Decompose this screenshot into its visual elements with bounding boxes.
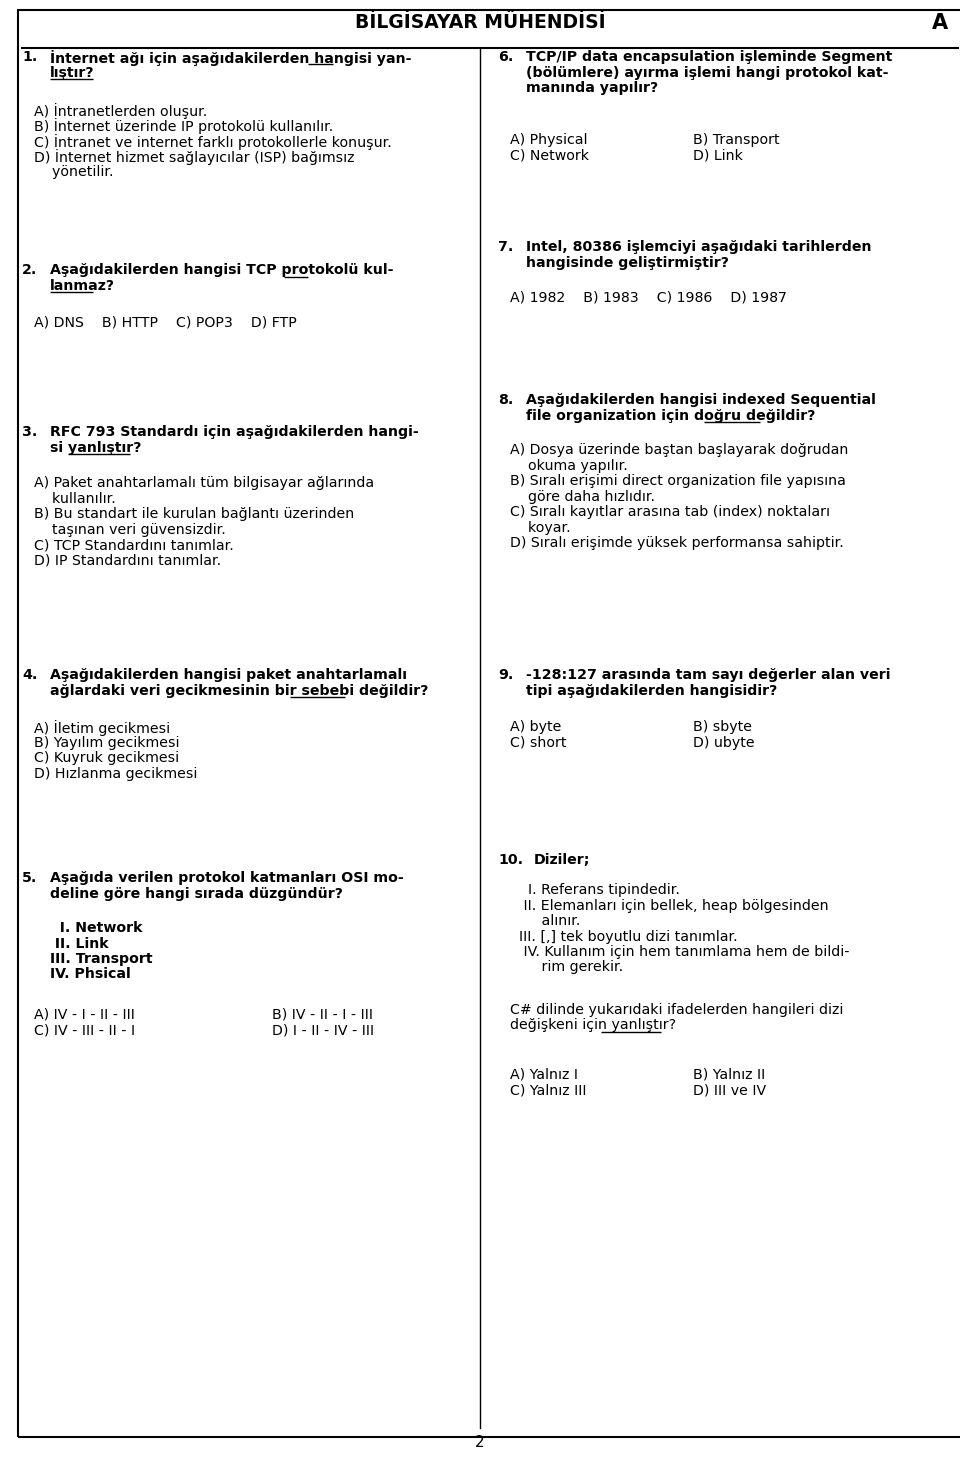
Text: hangisinde geliştirmiştir?: hangisinde geliştirmiştir? [526, 255, 729, 270]
Text: 10.: 10. [498, 853, 523, 868]
Text: B) Transport: B) Transport [693, 133, 780, 147]
Text: B) Yayılım gecikmesi: B) Yayılım gecikmesi [34, 735, 180, 749]
Text: BİLGİSAYAR MÜHENDİSİ: BİLGİSAYAR MÜHENDİSİ [354, 13, 606, 32]
Text: Diziler;: Diziler; [534, 853, 590, 868]
Text: rim gerekir.: rim gerekir. [510, 961, 623, 974]
Text: 2.: 2. [22, 262, 37, 277]
Text: okuma yapılır.: okuma yapılır. [510, 458, 628, 472]
Text: deline göre hangi sırada düzgündür?: deline göre hangi sırada düzgündür? [50, 886, 343, 901]
Text: III. Transport: III. Transport [50, 952, 153, 967]
Text: I. Referans tipindedir.: I. Referans tipindedir. [510, 884, 680, 897]
Text: II. Link: II. Link [50, 936, 108, 951]
Text: I. Network: I. Network [50, 921, 142, 935]
Text: A) Dosya üzerinde baştan başlayarak doğrudan: A) Dosya üzerinde baştan başlayarak doğr… [510, 443, 849, 456]
Text: II. Elemanları için bellek, heap bölgesinden: II. Elemanları için bellek, heap bölgesi… [510, 898, 828, 913]
Text: 3.: 3. [22, 424, 37, 439]
Text: ağlardaki veri gecikmesinin bir sebebi değildir?: ağlardaki veri gecikmesinin bir sebebi d… [50, 684, 428, 697]
Text: manında yapılır?: manında yapılır? [526, 82, 659, 95]
Text: C) İntranet ve internet farklı protokollerle konuşur.: C) İntranet ve internet farklı protokoll… [34, 134, 392, 150]
Text: İnternet ağı için aşağıdakilerden hangisi yan-: İnternet ağı için aşağıdakilerden hangis… [50, 50, 412, 66]
Text: C# dilinde yukarıdaki ifadelerden hangileri dizi: C# dilinde yukarıdaki ifadelerden hangil… [510, 1003, 844, 1018]
Text: 1.: 1. [22, 50, 37, 64]
Text: B) İnternet üzerinde IP protokolü kullanılır.: B) İnternet üzerinde IP protokolü kullan… [34, 118, 333, 134]
Text: Aşağıdakilerden hangisi TCP protokolü kul-: Aşağıdakilerden hangisi TCP protokolü ku… [50, 262, 394, 277]
Text: D) Hızlanma gecikmesi: D) Hızlanma gecikmesi [34, 767, 198, 780]
Text: A: A [932, 13, 948, 34]
Text: 2: 2 [475, 1435, 485, 1451]
Text: A) İletim gecikmesi: A) İletim gecikmesi [34, 720, 170, 736]
Text: D) I - II - IV - III: D) I - II - IV - III [272, 1024, 374, 1038]
Text: A) byte: A) byte [510, 720, 562, 733]
Text: TCP/IP data encapsulation işleminde Segment: TCP/IP data encapsulation işleminde Segm… [526, 50, 893, 64]
Text: C) Sıralı kayıtlar arasına tab (index) noktaları: C) Sıralı kayıtlar arasına tab (index) n… [510, 504, 830, 519]
Text: göre daha hızlıdır.: göre daha hızlıdır. [510, 490, 655, 503]
Text: Aşağıda verilen protokol katmanları OSI mo-: Aşağıda verilen protokol katmanları OSI … [50, 870, 404, 885]
Text: D) Sıralı erişimde yüksek performansa sahiptir.: D) Sıralı erişimde yüksek performansa sa… [510, 537, 844, 550]
Text: B) sbyte: B) sbyte [693, 720, 752, 733]
Text: A) IV - I - II - III: A) IV - I - II - III [34, 1007, 134, 1022]
Text: D) İnternet hizmet sağlayıcılar (ISP) bağımsız: D) İnternet hizmet sağlayıcılar (ISP) ba… [34, 150, 354, 165]
Text: C) IV - III - II - I: C) IV - III - II - I [34, 1024, 135, 1038]
Text: (bölümlere) ayırma işlemi hangi protokol kat-: (bölümlere) ayırma işlemi hangi protokol… [526, 66, 889, 80]
Text: C) Kuyruk gecikmesi: C) Kuyruk gecikmesi [34, 751, 180, 765]
Text: B) IV - II - I - III: B) IV - II - I - III [272, 1007, 373, 1022]
Text: 4.: 4. [22, 668, 37, 682]
Text: IV. Kullanım için hem tanımlama hem de bildi-: IV. Kullanım için hem tanımlama hem de b… [510, 945, 850, 959]
Text: lıştır?: lıştır? [50, 66, 94, 80]
Text: A) Paket anahtarlamalı tüm bilgisayar ağlarında: A) Paket anahtarlamalı tüm bilgisayar ağ… [34, 475, 374, 490]
Text: A) Yalnız I: A) Yalnız I [510, 1069, 578, 1082]
Text: koyar.: koyar. [510, 521, 570, 535]
Text: D) Link: D) Link [693, 149, 743, 162]
Text: D) III ve IV: D) III ve IV [693, 1083, 766, 1098]
Text: 6.: 6. [498, 50, 514, 64]
Text: kullanılır.: kullanılır. [34, 491, 116, 506]
Text: 5.: 5. [22, 870, 37, 885]
Text: RFC 793 Standardı için aşağıdakilerden hangi-: RFC 793 Standardı için aşağıdakilerden h… [50, 424, 419, 439]
Text: A) 1982    B) 1983    C) 1986    D) 1987: A) 1982 B) 1983 C) 1986 D) 1987 [510, 290, 787, 305]
Text: lanmaz?: lanmaz? [50, 278, 115, 293]
Text: -128:127 arasında tam sayı değerler alan veri: -128:127 arasında tam sayı değerler alan… [526, 668, 891, 682]
Text: III. [,] tek boyutlu dizi tanımlar.: III. [,] tek boyutlu dizi tanımlar. [510, 930, 737, 943]
Text: 8.: 8. [498, 394, 514, 407]
Text: file organization için doğru değildir?: file organization için doğru değildir? [526, 408, 815, 423]
Text: alınır.: alınır. [510, 914, 581, 927]
Text: B) Sıralı erişimi direct organization file yapısına: B) Sıralı erişimi direct organization fi… [510, 474, 846, 488]
Text: Aşağıdakilerden hangisi paket anahtarlamalı: Aşağıdakilerden hangisi paket anahtarlam… [50, 668, 407, 682]
Text: değişkeni için yanlıştır?: değişkeni için yanlıştır? [510, 1019, 676, 1032]
Text: Intel, 80386 işlemciyi aşağıdaki tarihlerden: Intel, 80386 işlemciyi aşağıdaki tarihle… [526, 241, 872, 254]
Text: A) DNS    B) HTTP    C) POP3    D) FTP: A) DNS B) HTTP C) POP3 D) FTP [34, 315, 297, 330]
Text: taşınan veri güvensizdir.: taşınan veri güvensizdir. [34, 522, 226, 537]
Text: 9.: 9. [498, 668, 514, 682]
Text: C) short: C) short [510, 735, 566, 749]
Text: A) İntranetlerden oluşur.: A) İntranetlerden oluşur. [34, 104, 207, 120]
Text: B) Yalnız II: B) Yalnız II [693, 1069, 765, 1082]
Text: C) Network: C) Network [510, 149, 589, 162]
Text: Aşağıdakilerden hangisi indexed Sequential: Aşağıdakilerden hangisi indexed Sequenti… [526, 394, 876, 407]
Text: B) Bu standart ile kurulan bağlantı üzerinden: B) Bu standart ile kurulan bağlantı üzer… [34, 507, 354, 521]
Text: C) TCP Standardını tanımlar.: C) TCP Standardını tanımlar. [34, 538, 233, 553]
Text: tipi aşağıdakilerden hangisidir?: tipi aşağıdakilerden hangisidir? [526, 684, 778, 697]
Text: D) IP Standardını tanımlar.: D) IP Standardını tanımlar. [34, 554, 221, 567]
Text: D) ubyte: D) ubyte [693, 735, 755, 749]
Text: A) Physical: A) Physical [510, 133, 588, 147]
Text: 7.: 7. [498, 241, 514, 254]
Text: IV. Phsical: IV. Phsical [50, 968, 131, 981]
Text: yönetilir.: yönetilir. [34, 165, 113, 179]
Text: si yanlıştır?: si yanlıştır? [50, 440, 141, 455]
Text: C) Yalnız III: C) Yalnız III [510, 1083, 587, 1098]
